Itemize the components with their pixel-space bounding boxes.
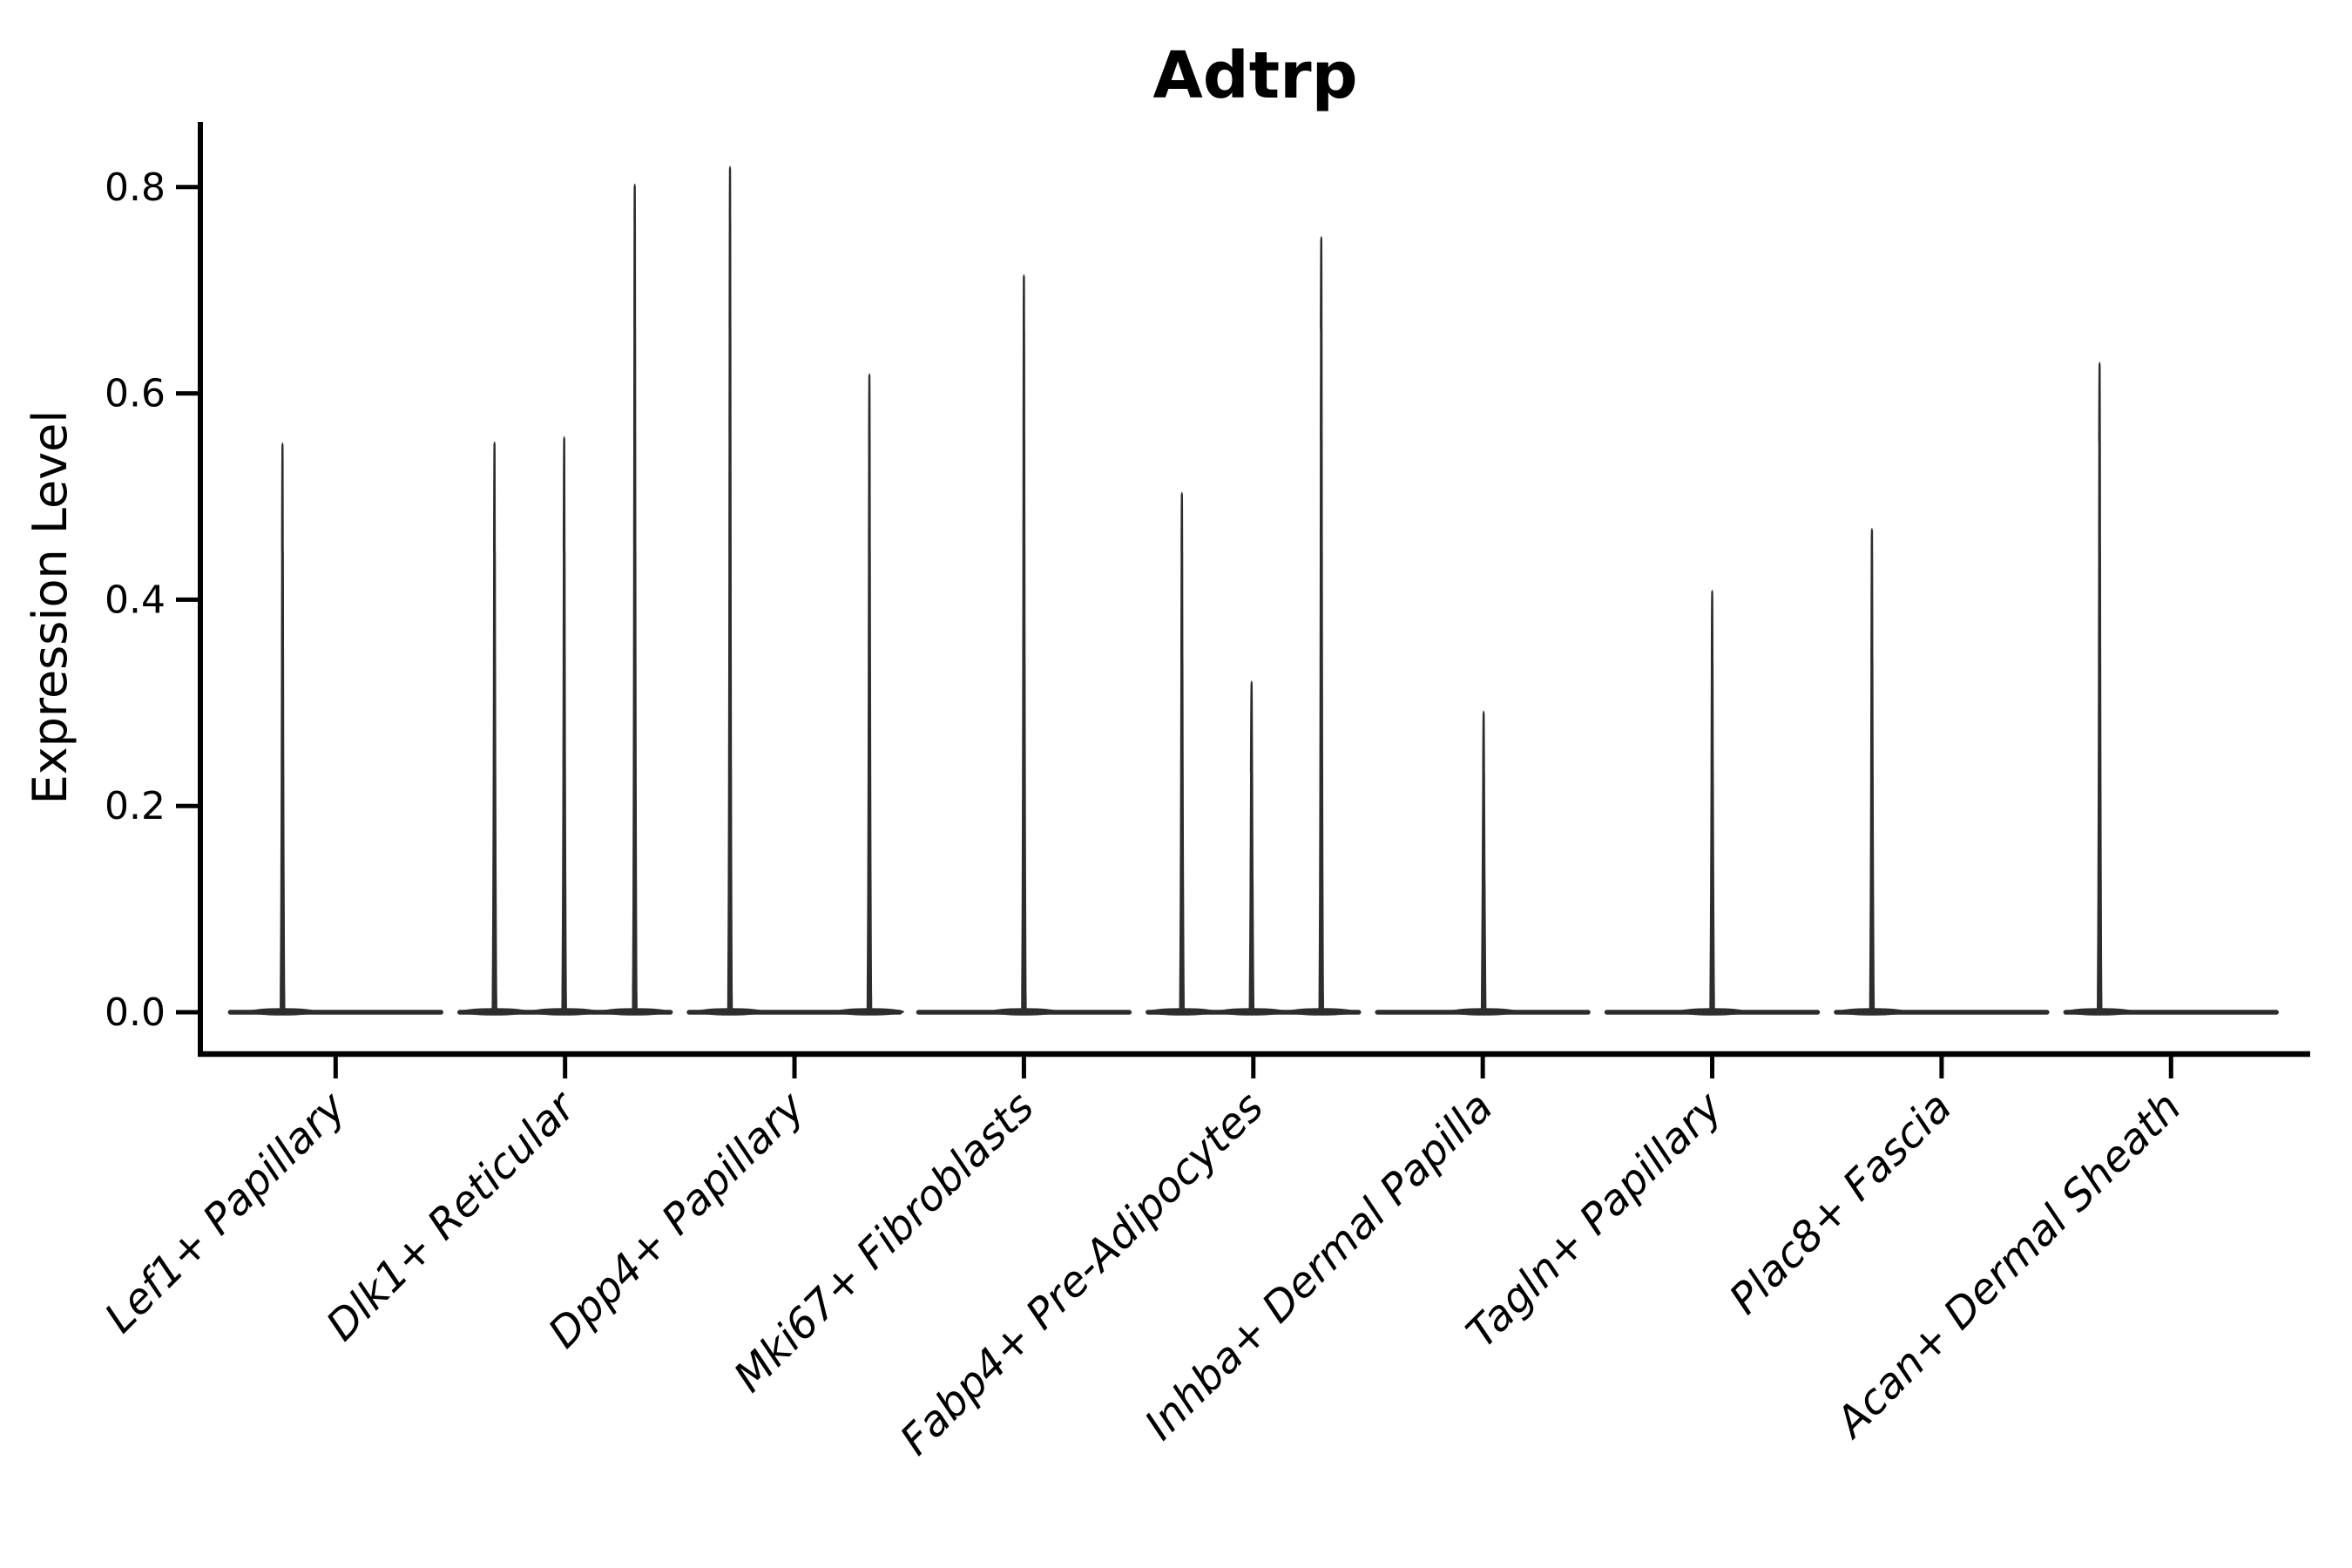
- violin-spike: [1869, 528, 1876, 1015]
- x-tick-label: Tagln+ Papillary: [1457, 1082, 1733, 1357]
- x-tick-label: Dlk1+ Reticular: [317, 1081, 587, 1351]
- violin-spike: [2096, 362, 2103, 1015]
- violin-spike: [1021, 274, 1027, 1015]
- y-axis-label: Expression Level: [23, 410, 78, 805]
- x-tick-label: Fabp4+ Pre-Adipocytes: [891, 1083, 1274, 1465]
- x-tick-label: Plac8+ Fascia: [1720, 1083, 1962, 1324]
- violins-layer: [227, 166, 2279, 1016]
- violin-spike: [1709, 590, 1715, 1015]
- y-tick-label: 0.4: [105, 578, 166, 622]
- violin-spike: [1480, 710, 1487, 1015]
- y-tick-label: 0.0: [105, 990, 166, 1035]
- x-tick-label: Lef1+ Papillary: [96, 1082, 356, 1342]
- chart-title: Adtrp: [1152, 38, 1357, 113]
- y-tick-label: 0.2: [105, 784, 166, 828]
- violin-spike: [1179, 491, 1186, 1015]
- violin-spike: [280, 442, 286, 1015]
- violin-spike: [632, 183, 638, 1015]
- violin-spike: [1318, 235, 1325, 1015]
- y-tick-label: 0.8: [105, 166, 166, 210]
- violin-spike: [1248, 680, 1255, 1015]
- x-tick-label: Dpp4+ Papillary: [539, 1082, 814, 1357]
- violin-spike: [491, 441, 497, 1015]
- violin-spike: [727, 166, 733, 1015]
- violin-spike: [561, 436, 567, 1015]
- y-tick-label: 0.6: [105, 372, 166, 416]
- violin-spike: [866, 373, 873, 1015]
